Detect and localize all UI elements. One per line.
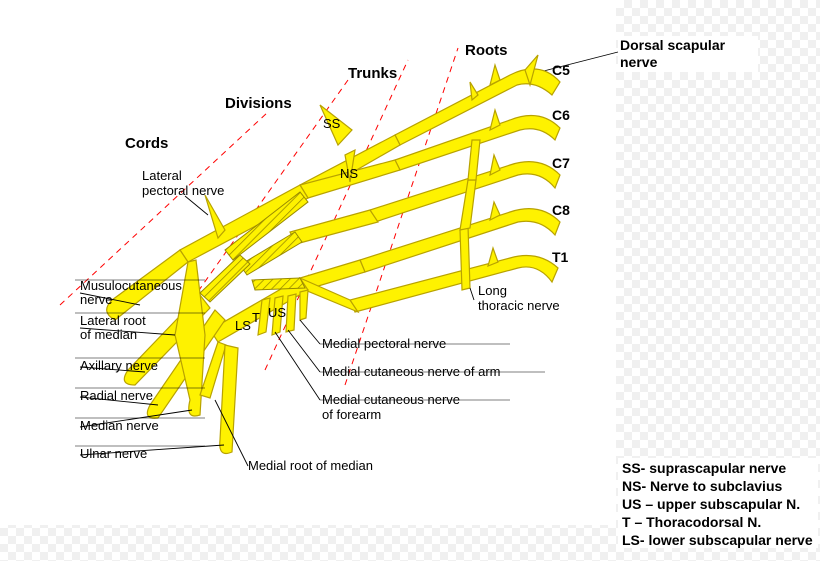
label-latpec2: pectoral nerve [142,183,224,198]
svg-text:SS- suprascapular nerve: SS- suprascapular nerve [622,460,786,476]
svg-text:Lateral root: Lateral root [80,313,146,328]
label-c8: C8 [552,202,570,218]
svg-text:LS- lower subscapular nerve: LS- lower subscapular nerve [622,532,813,548]
label-latpec1: Lateral [142,168,182,183]
label-roots: Roots [465,42,508,59]
label-c5: C5 [552,62,570,78]
svg-text:Ulnar nerve: Ulnar nerve [80,446,147,461]
label-t: T [252,310,260,325]
label-ns: NS [340,166,358,181]
svg-text:NS- Nerve to subclavius: NS- Nerve to subclavius [622,478,782,494]
label-ss: SS [323,116,341,131]
label-us: US [268,305,286,320]
label-long1: Long [478,283,507,298]
label-t1: T1 [552,249,569,265]
svg-text:Medial cutaneous nerve: Medial cutaneous nerve [322,392,460,407]
svg-text:Medial pectoral nerve: Medial pectoral nerve [322,336,446,351]
label-dorsal-scapular-2: nerve [620,54,658,70]
svg-text:US – upper subscapular N.: US – upper subscapular N. [622,496,800,512]
mid-labels: Medial root of median Medial pectoral ne… [215,320,545,473]
legend: SS- suprascapular nerve NS- Nerve to sub… [622,460,813,548]
brachial-plexus-diagram: Cords Divisions Trunks Roots Dorsal scap… [0,0,820,561]
label-c7: C7 [552,155,570,171]
label-divisions: Divisions [225,95,292,112]
label-long2: thoracic nerve [478,298,560,313]
svg-text:Axillary nerve: Axillary nerve [80,358,158,373]
svg-text:T – Thoracodorsal N.: T – Thoracodorsal N. [622,514,761,530]
svg-text:Medial cutaneous nerve of arm: Medial cutaneous nerve of arm [322,364,500,379]
svg-text:of median: of median [80,327,137,342]
label-trunks: Trunks [348,65,397,82]
label-cords: Cords [125,135,168,152]
label-dorsal-scapular-1: Dorsal scapular [620,37,726,53]
svg-text:of forearm: of forearm [322,407,381,422]
label-ls: LS [235,318,251,333]
svg-text:Medial root of median: Medial root of median [248,458,373,473]
label-c6: C6 [552,107,570,123]
